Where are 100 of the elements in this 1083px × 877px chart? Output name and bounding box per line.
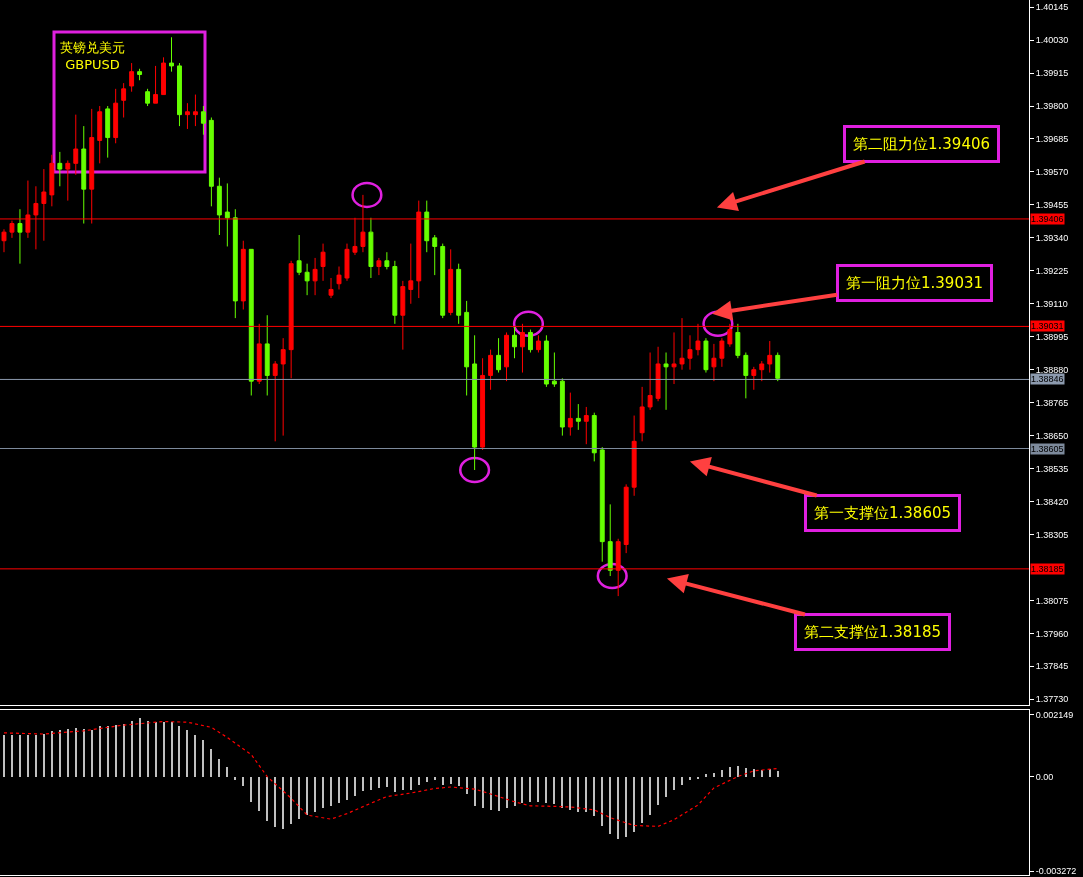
- candlestick: [719, 337, 725, 368]
- bar: [322, 776, 325, 808]
- y-tick-label: 1.37960: [1035, 628, 1069, 639]
- bar: [345, 776, 348, 800]
- candlestick: [328, 277, 334, 299]
- candlestick: [480, 357, 486, 451]
- bar: [218, 758, 221, 777]
- bar: [465, 776, 468, 794]
- candlestick: [432, 234, 438, 276]
- y-tick-label: 1.39685: [1035, 134, 1069, 145]
- candlestick: [129, 62, 135, 93]
- bar: [298, 776, 301, 819]
- candlestick: [137, 68, 143, 81]
- bar: [641, 776, 644, 823]
- candlestick: [272, 360, 278, 442]
- bar: [290, 776, 293, 824]
- candlestick: [528, 329, 533, 353]
- candlestick: [759, 360, 765, 382]
- candlestick: [607, 503, 613, 577]
- candlestick: [192, 94, 198, 127]
- candlestick: [663, 352, 669, 411]
- y-tick-label: 1.38995: [1035, 331, 1069, 342]
- candlestick: [248, 248, 254, 396]
- ref-line-label: 1.38605: [1031, 444, 1064, 454]
- y-tick-label: -0.003272: [1035, 866, 1077, 877]
- bar: [704, 773, 707, 777]
- candlestick: [655, 346, 661, 402]
- bar: [633, 776, 636, 832]
- y-tick-label: 1.39340: [1035, 233, 1069, 244]
- candlestick: [488, 349, 494, 391]
- candlestick: [751, 366, 757, 391]
- candlestick: [216, 177, 222, 236]
- bar: [242, 776, 245, 787]
- line-series: [3, 720, 779, 827]
- candlestick: [304, 263, 310, 296]
- bar: [50, 731, 53, 777]
- candlestick: [583, 406, 589, 445]
- y-tick-label: 1.38880: [1035, 364, 1069, 375]
- candlestick: [17, 208, 23, 265]
- candlestick: [376, 257, 382, 276]
- bar: [513, 776, 516, 807]
- candlestick: [185, 102, 190, 130]
- candlestick: [559, 377, 565, 437]
- annotation: 第二支撑位1.38185: [804, 623, 942, 641]
- candlestick: [232, 208, 238, 319]
- candlestick: [535, 334, 541, 353]
- candlestick: [767, 340, 773, 374]
- candlestick: [224, 182, 230, 247]
- candlestick: [464, 300, 470, 396]
- candlestick: [121, 82, 127, 118]
- candlestick: [504, 331, 509, 382]
- candlestick: [631, 415, 637, 497]
- candlestick: [368, 217, 374, 279]
- candlestick: [448, 248, 454, 316]
- candlestick: [703, 337, 709, 374]
- y-tick-label: 1.39110: [1035, 298, 1068, 309]
- y-tick-label: 1.37845: [1035, 661, 1069, 672]
- candlestick: [280, 337, 286, 437]
- annotation: 第一支撑位1.38605: [814, 504, 952, 522]
- candlestick: [1, 228, 7, 253]
- candlestick: [472, 334, 478, 471]
- y-tick-label: 1.40145: [1035, 2, 1069, 13]
- y-tick-label: 0.00: [1035, 771, 1054, 782]
- y-tick-label: 1.38420: [1035, 496, 1069, 507]
- candlestick: [344, 243, 350, 282]
- candlestick: [711, 343, 717, 382]
- candlestick: [551, 352, 557, 388]
- candlestick: [169, 36, 174, 73]
- bar: [441, 776, 444, 786]
- bar: [74, 728, 77, 777]
- ref-line-label: 1.38846: [1031, 374, 1064, 384]
- bar: [170, 722, 173, 777]
- candlestick: [735, 323, 741, 359]
- bar: [369, 776, 372, 791]
- candlestick: [456, 263, 462, 325]
- y-tick-label: 1.39225: [1035, 265, 1069, 276]
- candlestick: [512, 326, 517, 359]
- y-tick-label: 1.38305: [1035, 529, 1069, 540]
- bar: [2, 734, 5, 777]
- bar: [712, 772, 715, 777]
- annotation: 第二阻力位1.39406: [853, 135, 991, 153]
- candlestick: [647, 352, 653, 411]
- bar: [146, 721, 149, 777]
- candlestick: [145, 88, 151, 107]
- candlestick: [73, 114, 79, 176]
- candlestick: [97, 105, 103, 164]
- ref-line-label: 1.38185: [1031, 564, 1064, 574]
- y-tick-label: 1.38535: [1035, 463, 1069, 474]
- candlestick: [264, 314, 270, 396]
- candlestick: [296, 234, 302, 276]
- candlestick: [113, 88, 119, 144]
- candlestick: [671, 331, 677, 385]
- candlestick: [408, 243, 414, 305]
- bar: [393, 776, 396, 792]
- candlestick: [623, 483, 629, 554]
- ref-line-label: 1.39406: [1031, 214, 1064, 224]
- candlestick: [775, 352, 781, 382]
- y-tick-label: 1.39800: [1035, 101, 1069, 112]
- bar: [314, 776, 317, 813]
- candlestick: [424, 200, 430, 253]
